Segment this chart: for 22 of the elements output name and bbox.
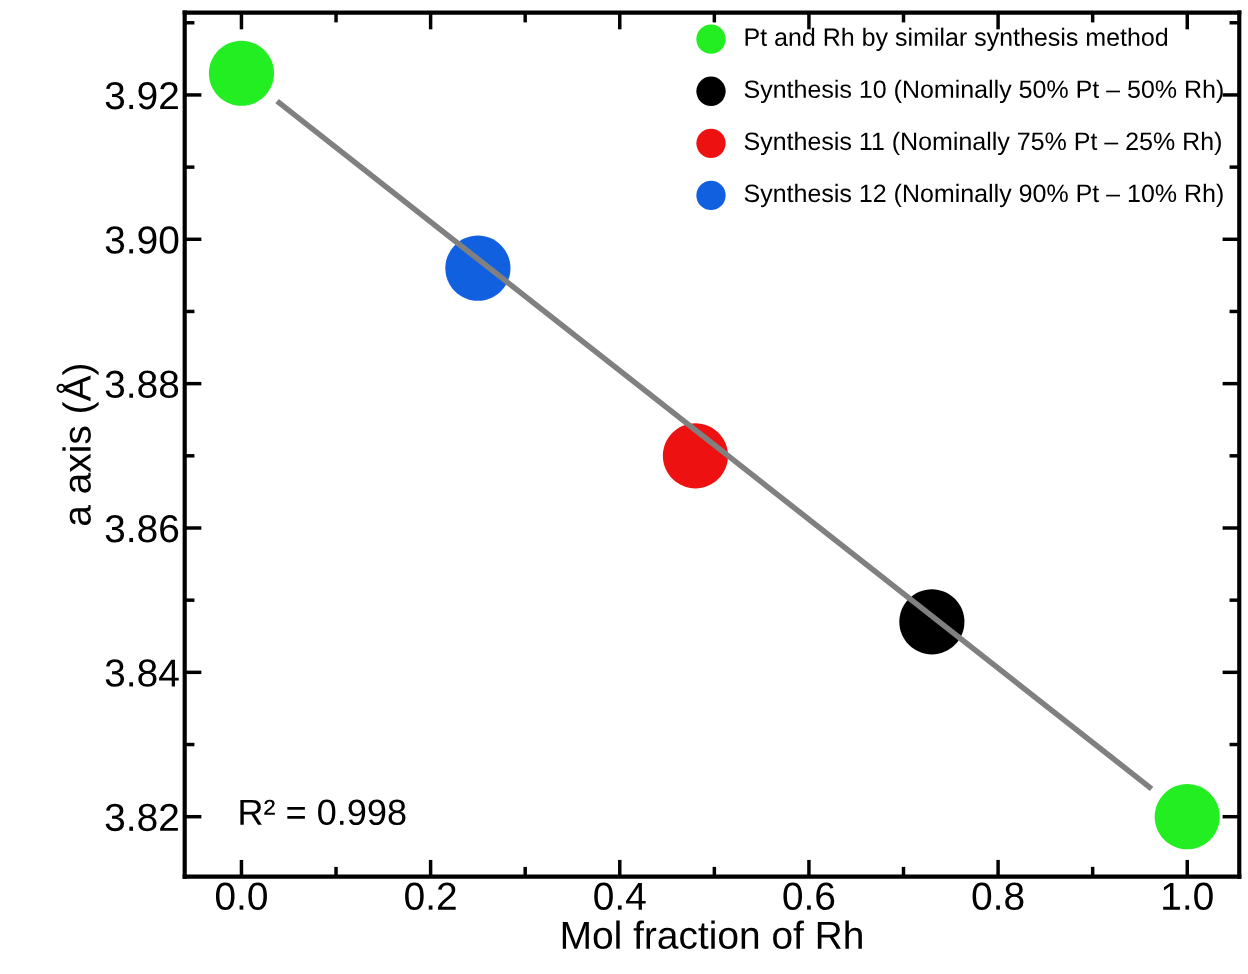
x-tick-label: 0.2 [405,882,456,911]
x-tick-label: 1.0 [1163,882,1213,911]
legend-label: Synthesis 12 (Nominally 90% Pt – 10% Rh) [744,183,1223,208]
x-tick-label: 0.4 [594,882,646,911]
point [1154,784,1220,850]
y-tick-label: 3.86 [105,514,179,543]
legend-label: Synthesis 11 (Nominally 75% Pt – 25% Rh) [744,131,1221,156]
legend-label: Pt and Rh by similar synthesis method [745,27,1168,51]
y-axis-title: a axis (Å) [56,364,99,526]
y-tick-label: 3.90 [105,226,179,254]
x-tick-label: 0.8 [972,882,1024,911]
y-tick-label: 3.82 [105,803,178,832]
y-tick-label: 3.84 [105,659,179,687]
y-tick-label: 3.92 [105,81,178,110]
legend-label: Synthesis 10 (Nominally 50% Pt – 50% Rh) [744,79,1223,104]
x-axis-title: Mol fraction of Rh [562,920,862,950]
point [208,40,275,106]
x-tick-label: 0.6 [783,882,835,911]
x-tick-label: 0.0 [215,882,267,911]
point [662,423,728,489]
annotation: R² = 0.998 [240,799,406,826]
y-tick-label: 3.88 [105,370,179,399]
